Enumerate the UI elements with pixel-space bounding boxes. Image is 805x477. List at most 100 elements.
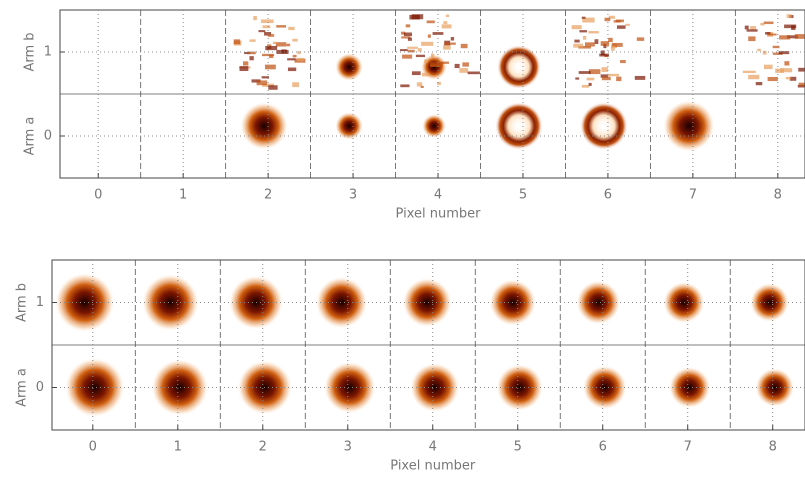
noise [789,76,797,81]
blob [579,102,628,150]
noise [430,64,441,67]
blob [662,100,715,152]
noise [233,39,241,45]
x-axis-label: Pixel number [396,207,482,222]
noise [765,32,771,35]
noise [436,81,441,85]
noise [791,25,796,30]
noise [579,30,587,33]
noise [588,31,599,34]
noise [762,50,767,55]
x-tick-label: 5 [519,188,527,203]
x-tick-label: 3 [344,440,352,455]
noise [292,54,297,58]
noise [467,71,480,75]
noise [288,26,295,31]
noise [411,71,421,76]
noise [748,74,760,80]
noise [594,39,599,44]
noise [444,42,456,45]
noise [409,14,420,20]
blob [228,275,284,330]
noise [258,30,266,33]
noise [251,79,261,83]
noise [249,39,256,42]
noise [582,35,587,40]
blob [576,280,621,325]
x-tick-label: 4 [429,440,437,455]
noise [432,32,444,35]
noise [582,17,595,23]
noise [445,14,450,18]
x-tick-label: 0 [94,188,102,203]
noise [275,42,287,47]
noise [604,17,611,22]
blob [755,367,795,408]
noise [450,37,455,41]
noise [767,33,777,36]
x-tick-label: 4 [434,188,442,203]
noise [620,60,626,64]
noise [421,41,434,46]
noise [417,48,422,52]
x-tick-label: 6 [599,440,607,455]
blob [496,364,544,411]
noise [779,35,791,40]
noise [636,37,645,41]
noise [608,37,613,43]
plot-frame [51,259,805,431]
noise [272,41,277,45]
x-tick-label: 7 [684,440,692,455]
blob [335,53,364,81]
noise [607,73,619,77]
blob [668,366,711,409]
x-tick-label: 8 [774,188,782,203]
noise [588,82,592,86]
noise [407,49,415,53]
noise [247,51,256,55]
noise [415,54,425,58]
y-tick-label: 0 [44,129,52,144]
noise [798,82,805,87]
noise [443,45,451,50]
row-label: Arm b [15,283,30,322]
blob [663,281,705,324]
x-tick-label: 7 [689,188,697,203]
noise [616,25,626,29]
noise [256,80,268,86]
noise [772,52,783,55]
noise [401,36,411,39]
noise [608,15,615,19]
x-tick-label: 2 [259,440,267,455]
noise [600,50,605,56]
noise [601,67,608,72]
noise [798,67,805,72]
noise [767,76,778,82]
noise [407,46,418,49]
noise [794,34,805,39]
blob [494,102,543,150]
noise [581,84,590,88]
noise [634,75,646,80]
noise [775,68,784,73]
noise [613,20,621,23]
noise [742,70,756,74]
noise [786,14,792,19]
noise [262,83,275,87]
blob [141,273,200,332]
noise [462,62,469,67]
row-label: Arm a [23,117,38,156]
noise [260,19,274,24]
noise [601,76,611,81]
x-tick-label: 5 [514,440,522,455]
noise [403,32,412,37]
noise [785,76,792,80]
noise [407,37,412,41]
x-tick-label: 2 [264,188,272,203]
row-label: Arm a [15,368,30,407]
noise [750,26,756,30]
noise [616,76,622,82]
blob [422,114,447,138]
noise [242,61,249,66]
noise [454,63,460,69]
